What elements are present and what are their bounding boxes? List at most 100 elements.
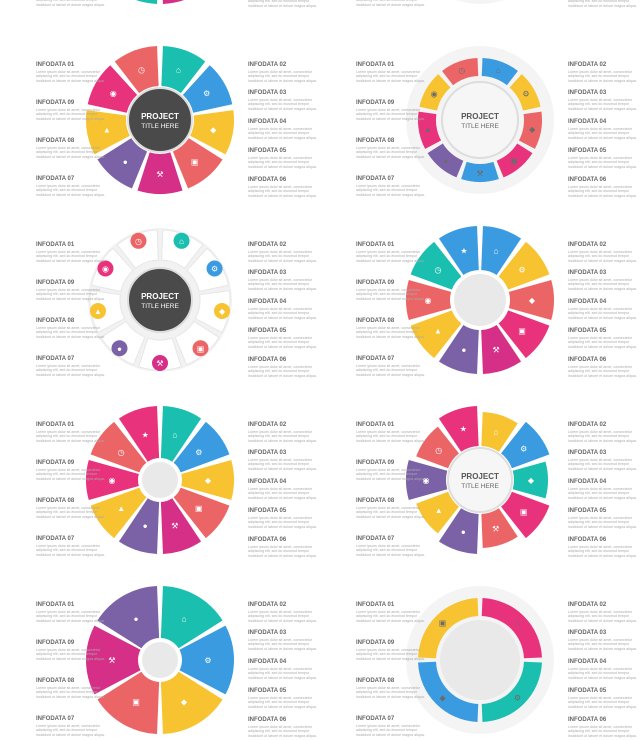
info-label-title: INFODATA 06 xyxy=(248,717,287,723)
center-hub xyxy=(454,274,506,326)
info-label-title: INFODATA 05 xyxy=(568,688,607,694)
wheel-segment xyxy=(501,421,550,469)
info-label-text: Lorem ipsum dolor sit amet, consectetur … xyxy=(356,430,425,443)
info-label-text: Lorem ipsum dolor sit amet, consectetur … xyxy=(248,250,317,263)
info-label-text: Lorem ipsum dolor sit amet, consectetur … xyxy=(568,70,637,83)
chart-icon: ▲ xyxy=(435,506,443,515)
gavel-icon: ⚒ xyxy=(476,169,483,178)
gear-icon: ⚙ xyxy=(518,265,525,274)
user-icon: ● xyxy=(444,157,449,166)
info-label-title: INFODATA 05 xyxy=(248,328,287,334)
info-label-d04: INFODATA 04 Lorem ipsum dolor sit amet, c… xyxy=(568,119,638,140)
wheel-segment xyxy=(173,421,230,473)
info-label-title: INFODATA 02 xyxy=(568,422,607,428)
info-label-title: INFODATA 04 xyxy=(568,659,607,665)
info-label-text: Lorem ipsum dolor sit amet, consectetur … xyxy=(248,185,317,198)
wheel-segment xyxy=(501,491,550,539)
info-label-d03: INFODATA 03 Lorem ipsum dolor sit amet, c… xyxy=(568,630,638,651)
wheel-segment xyxy=(406,459,448,501)
info-label-text: Lorem ipsum dolor sit amet, consectetur … xyxy=(36,648,105,661)
info-label-text: Lorem ipsum dolor sit amet, consectetur … xyxy=(36,724,105,737)
wheel-segment xyxy=(416,426,459,469)
gavel-icon: ⚒ xyxy=(108,656,115,665)
wheel-segment xyxy=(136,0,158,4)
info-label-title: INFODATA 08 xyxy=(36,498,75,504)
info-label-text: Lorem ipsum dolor sit amet, consectetur … xyxy=(36,146,105,159)
center-title: PROJECT xyxy=(461,112,499,121)
info-label-d03: INFODATA 03 Lorem ipsum dolor sit amet, c… xyxy=(568,90,638,111)
wheel-segment xyxy=(461,161,499,182)
map-pin-icon: ◉ xyxy=(431,90,438,99)
wheel-segment xyxy=(508,279,554,321)
info-label-title: INFODATA 04 xyxy=(248,299,287,305)
info-label-title: INFODATA 06 xyxy=(568,537,607,543)
chart-icon: ▲ xyxy=(434,327,442,336)
info-label-text: Lorem ipsum dolor sit amet, consectetur … xyxy=(248,127,317,140)
info-label-title: INFODATA 09 xyxy=(356,280,395,286)
info-label-title: INFODATA 02 xyxy=(248,422,287,428)
info-label-d01: INFODATA 01 Lorem ipsum dolor sit amet, c… xyxy=(36,62,106,83)
info-label-text: Lorem ipsum dolor sit amet, consectetur … xyxy=(356,544,425,557)
gavel-icon: ⚒ xyxy=(492,525,499,534)
info-label-d03: INFODATA 03 Lorem ipsum dolor sit amet, c… xyxy=(568,270,638,291)
wheel-segment xyxy=(190,110,234,155)
info-label-text: Lorem ipsum dolor sit amet, consectetur … xyxy=(356,108,425,121)
info-label-d06: INFODATA 06 Lorem ipsum dolor sit amet, c… xyxy=(568,357,638,378)
info-label-title: INFODATA 06 xyxy=(568,177,607,183)
info-label-title: INFODATA 04 xyxy=(568,299,607,305)
gear-icon: ⚙ xyxy=(514,693,521,702)
center-title-circle xyxy=(447,447,513,513)
cycle-wheel-diagram: ⌂ ⚙ ◆ ▣ ⚒ ● ▲ ◉ ◷ PROJECT TITLE HERE xyxy=(88,228,232,372)
info-label-d08: INFODATA 08 Lorem ipsum dolor sit amet, c… xyxy=(356,318,426,339)
info-label-d08: INFODATA 08 Lorem ipsum dolor sit amet, c… xyxy=(356,498,426,519)
info-label-text: Lorem ipsum dolor sit amet, consectetur … xyxy=(36,326,105,339)
info-label-title: INFODATA 04 xyxy=(248,479,287,485)
info-label-title: INFODATA 06 xyxy=(248,357,287,363)
user-icon: ● xyxy=(134,614,139,623)
info-label-title: INFODATA 01 xyxy=(36,602,75,608)
briefcase-icon: ▣ xyxy=(439,619,447,628)
info-label-title: INFODATA 03 xyxy=(568,90,607,96)
wheel-segment xyxy=(518,111,542,149)
info-label-title: INFODATA 02 xyxy=(568,62,607,68)
tag-icon: ◆ xyxy=(219,307,226,316)
map-pin-icon: ◉ xyxy=(102,265,109,274)
info-label-d06: INFODATA 06 Lorem ipsum dolor sit amet, c… xyxy=(248,357,318,378)
info-label-title: INFODATA 08 xyxy=(356,678,395,684)
wheel-segment xyxy=(182,65,233,113)
wheel-segment xyxy=(438,406,479,452)
info-label-text: Lorem ipsum dolor sit amet, consectetur … xyxy=(568,725,637,738)
wheel-segment xyxy=(118,406,160,462)
home-icon: ⌂ xyxy=(496,66,501,75)
info-label-d09: INFODATA 09 Lorem ipsum dolor sit amet, c… xyxy=(36,100,106,121)
info-label-text: Lorem ipsum dolor sit amet, consectetur … xyxy=(568,487,637,500)
info-label-d06: INFODATA 06 Lorem ipsum dolor sit amet, c… xyxy=(568,717,638,738)
cycle-wheel-diagram: ⌂⚙◆▣⚒ xyxy=(456,0,504,4)
center-subtitle: TITLE HERE xyxy=(141,123,179,130)
briefcase-icon: ▣ xyxy=(195,504,203,513)
info-label-text: Lorem ipsum dolor sit amet, consectetur … xyxy=(36,250,105,263)
star-icon: ★ xyxy=(142,430,149,439)
info-label-title: INFODATA 07 xyxy=(36,536,75,542)
info-label-title: INFODATA 09 xyxy=(356,100,395,106)
wheel-marker xyxy=(97,260,114,277)
info-label-d09: INFODATA 09 Lorem ipsum dolor sit amet, c… xyxy=(36,640,106,661)
info-label-title: INFODATA 03 xyxy=(248,630,287,636)
user-icon: ● xyxy=(461,527,466,536)
user-icon: ● xyxy=(143,522,148,531)
info-label-title: INFODATA 09 xyxy=(36,460,75,466)
info-label-d06: INFODATA 06 Lorem ipsum dolor sit amet, c… xyxy=(248,717,318,738)
info-label-d06: INFODATA 06 Lorem ipsum dolor sit amet, c… xyxy=(568,177,638,198)
wheel-segment xyxy=(438,226,479,276)
wheel-marker xyxy=(130,232,147,249)
wheel-marker xyxy=(173,232,190,249)
info-label-d04: INFODATA 04 Lorem ipsum dolor sit amet, c… xyxy=(248,479,318,500)
info-label-text: Lorem ipsum dolor sit amet, consectetur … xyxy=(248,307,317,320)
wheel-segment xyxy=(161,46,206,94)
info-label-d04: INFODATA 04 Lorem ipsum dolor sit amet, c… xyxy=(248,659,318,680)
info-label-d05: INFODATA 05 Lorem ipsum dolor sit amet, c… xyxy=(568,508,638,529)
info-label-text: Lorem ipsum dolor sit amet, consectetur … xyxy=(248,156,317,169)
